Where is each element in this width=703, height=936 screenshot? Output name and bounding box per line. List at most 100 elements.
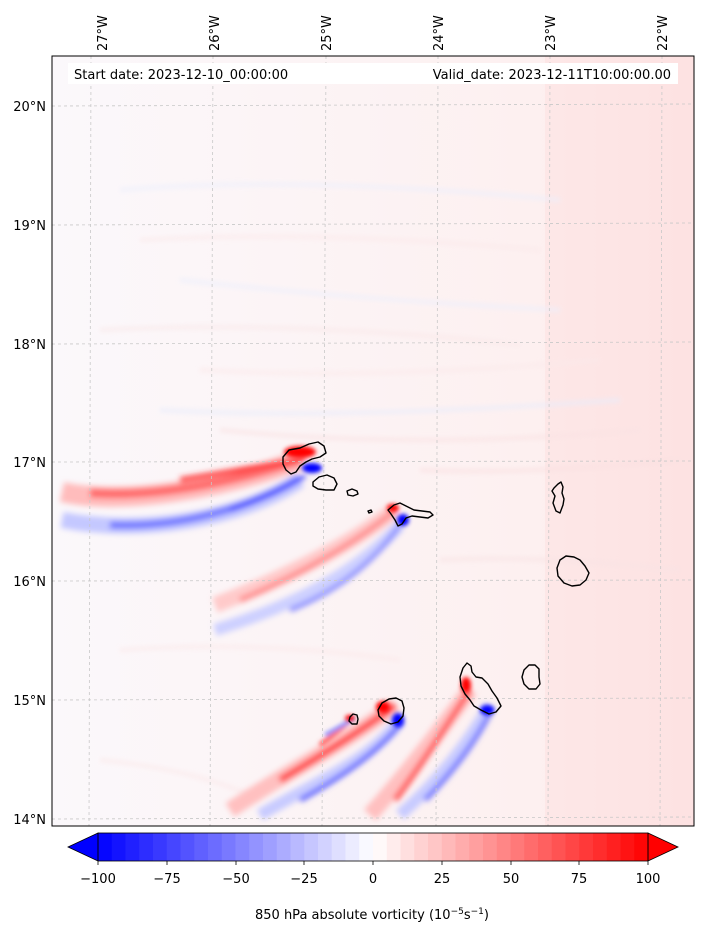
island-santo-antao xyxy=(282,441,327,475)
island-santiago xyxy=(459,662,502,715)
colorbar-cell xyxy=(565,833,580,861)
colorbar-cell xyxy=(208,833,223,861)
island-vorticity-peaks xyxy=(284,446,494,727)
cbar-tick-label: 50 xyxy=(503,872,520,887)
cbar-tick-label: 75 xyxy=(571,872,588,887)
colorbar-cell xyxy=(276,833,291,861)
valid-date-label: Valid_date: 2023-12-11T10:00:00.00 xyxy=(433,68,671,83)
lat-label-16n: 16°N xyxy=(13,575,46,590)
island-sal xyxy=(551,481,565,514)
colorbar-cell xyxy=(331,833,346,861)
colorbar-cell xyxy=(441,833,456,861)
lon-label-27w: 27°W xyxy=(96,15,111,51)
cbar-tick-label: 25 xyxy=(434,872,451,887)
wake-fogo xyxy=(225,698,405,821)
colorbar-cell xyxy=(249,833,264,861)
colorbar-cell xyxy=(386,833,401,861)
gridline-23w xyxy=(547,56,551,826)
lon-label-25w: 25°W xyxy=(320,15,335,51)
island-sao-nicolau xyxy=(387,502,434,527)
colorbar-cell xyxy=(455,833,470,861)
cbar-tick-label: 100 xyxy=(636,872,661,887)
colorbar-cell xyxy=(263,833,278,861)
map-frame xyxy=(51,55,695,827)
colorbar-cell xyxy=(538,833,553,861)
gridline-16n xyxy=(52,579,694,582)
eastern-positive-field xyxy=(545,56,694,826)
colorbar-tick-labels: −100 −75 −50 −25 0 25 50 75 100 xyxy=(80,872,660,887)
gridline-18n xyxy=(52,341,694,345)
colorbar-cell xyxy=(359,833,374,861)
latitude-labels: 20°N 19°N 18°N 17°N 16°N 15°N 14°N xyxy=(13,100,46,828)
colorbar-cell xyxy=(345,833,360,861)
start-date-label: Start date: 2023-12-10_00:00:00 xyxy=(74,68,288,83)
gridline-15n xyxy=(52,697,694,701)
gridline-17n xyxy=(52,460,694,463)
colorbar-cell xyxy=(400,833,415,861)
colorbar-cell xyxy=(153,833,168,861)
colorbar-cell xyxy=(194,833,209,861)
colorbar-cell xyxy=(469,833,484,861)
colorbar-cell xyxy=(428,833,443,861)
cbar-tick-label: −100 xyxy=(80,872,116,887)
island-sao-vicente xyxy=(312,474,338,491)
colorbar-cell xyxy=(125,833,140,861)
island-brava xyxy=(348,713,359,725)
lon-label-26w: 26°W xyxy=(208,15,223,51)
colorbar-cell xyxy=(304,833,319,861)
island-branco xyxy=(367,509,373,514)
colorbar-cell xyxy=(496,833,511,861)
gridline-14n xyxy=(52,816,694,820)
colorbar-cell xyxy=(373,833,388,861)
colorbar-cell xyxy=(180,833,195,861)
colorbar-cell xyxy=(593,833,608,861)
gridline-20n xyxy=(52,103,694,107)
lat-label-20n: 20°N xyxy=(13,100,46,115)
colorbar-min-extend xyxy=(67,832,99,862)
colorbar-cell xyxy=(620,833,635,861)
lon-label-23w: 23°W xyxy=(544,15,559,51)
colorbar-cell xyxy=(483,833,498,861)
wake-sao-nicolau xyxy=(212,503,405,636)
island-maio xyxy=(521,664,541,690)
colorbar-cell xyxy=(290,833,305,861)
gridline-19n xyxy=(52,222,694,226)
colorbar-cell xyxy=(414,833,429,861)
gridline-27w xyxy=(88,56,92,826)
date-info-box xyxy=(68,63,678,84)
colorbar-cell xyxy=(139,833,154,861)
map-gridlines xyxy=(52,56,694,826)
lat-label-19n: 19°N xyxy=(13,219,46,234)
lat-label-14n: 14°N xyxy=(13,813,46,828)
map-panel xyxy=(52,56,694,826)
lon-label-22w: 22°W xyxy=(656,15,671,51)
lon-label-24w: 24°W xyxy=(432,15,447,51)
island-fogo xyxy=(377,697,405,725)
colorbar-max-extend xyxy=(647,832,679,862)
colorbar-cell xyxy=(551,833,566,861)
colorbar-cell xyxy=(235,833,250,861)
lat-label-18n: 18°N xyxy=(13,338,46,353)
colorbar-cell xyxy=(606,833,621,861)
colorbar: −100 −75 −50 −25 0 25 50 75 100 850 hPa … xyxy=(67,832,679,923)
colorbar-cell xyxy=(510,833,525,861)
lat-label-15n: 15°N xyxy=(13,694,46,709)
colorbar-cells xyxy=(98,833,649,861)
gridline-26w xyxy=(209,56,214,826)
colorbar-ticks xyxy=(97,861,649,865)
gridline-22w xyxy=(659,56,663,826)
colorbar-cell xyxy=(318,833,333,861)
colorbar-cell xyxy=(524,833,539,861)
island-coastlines xyxy=(282,441,590,725)
gridline-24w xyxy=(435,56,439,826)
colorbar-cell xyxy=(579,833,594,861)
island-boa-vista xyxy=(556,555,590,587)
wake-santo-antao xyxy=(59,450,307,534)
longitude-labels: 27°W 26°W 25°W 24°W 23°W 22°W xyxy=(96,15,671,51)
colorbar-cell xyxy=(634,833,649,861)
colorbar-cell xyxy=(111,833,126,861)
gridline-25w xyxy=(321,56,327,826)
colorbar-label: 850 hPa absolute vorticity (10−5s−1) xyxy=(255,907,489,923)
colorbar-cell xyxy=(221,833,236,861)
